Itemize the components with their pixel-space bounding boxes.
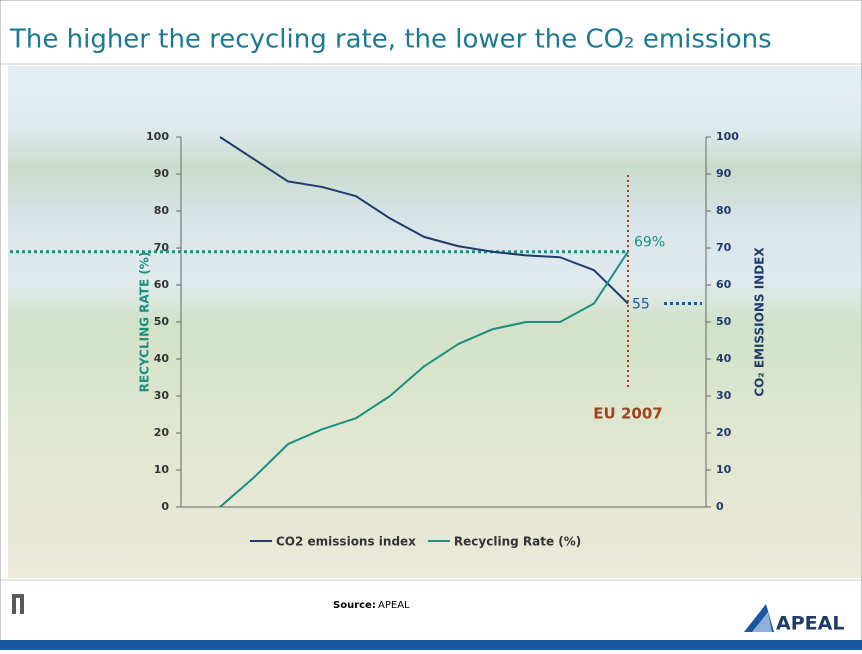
y2-tick-label: 90: [716, 167, 732, 180]
y2-tick-label: 10: [716, 463, 732, 476]
annotation: EU 2007: [593, 405, 662, 423]
y-tick-label: 40: [154, 352, 170, 365]
y2-tick-label: 50: [716, 315, 732, 328]
y2-tick-label: 20: [716, 426, 732, 439]
y2-tick-label: 0: [716, 500, 724, 513]
slide-title: The higher the recycling rate, the lower…: [9, 25, 772, 55]
y-tick-label: 20: [154, 426, 170, 439]
y2-tick-label: 40: [716, 352, 732, 365]
y-tick-label: 10: [154, 463, 170, 476]
source-text: APEAL: [378, 600, 410, 611]
y-tick-label: 0: [161, 500, 169, 513]
y2-tick-label: 100: [716, 130, 739, 143]
slide: The higher the recycling rate, the lower…: [0, 0, 862, 650]
y-tick-label: 30: [154, 389, 170, 402]
data-label: 69%: [634, 235, 665, 251]
y-tick-label: 90: [154, 167, 170, 180]
legend-label: CO2 emissions index: [276, 535, 416, 549]
y-tick-label: 60: [154, 278, 170, 291]
y2-tick-label: 80: [716, 204, 732, 217]
y-tick-label: 100: [146, 130, 169, 143]
y-tick-label: 50: [154, 315, 170, 328]
apeal-logo: APEAL: [776, 613, 844, 635]
source-label: Source:: [333, 600, 376, 611]
footer-bar: [0, 640, 862, 650]
y2-tick-label: 30: [716, 389, 732, 402]
y-axis-title: RECYCLING RATE (%): [138, 252, 152, 393]
data-label: 55: [632, 297, 650, 313]
y-tick-label: 80: [154, 204, 170, 217]
y2-tick-label: 70: [716, 241, 732, 254]
y2-axis-title: CO₂ EMISSIONS INDEX: [753, 247, 767, 397]
legend-label: Recycling Rate (%): [454, 535, 581, 549]
y2-tick-label: 60: [716, 278, 732, 291]
